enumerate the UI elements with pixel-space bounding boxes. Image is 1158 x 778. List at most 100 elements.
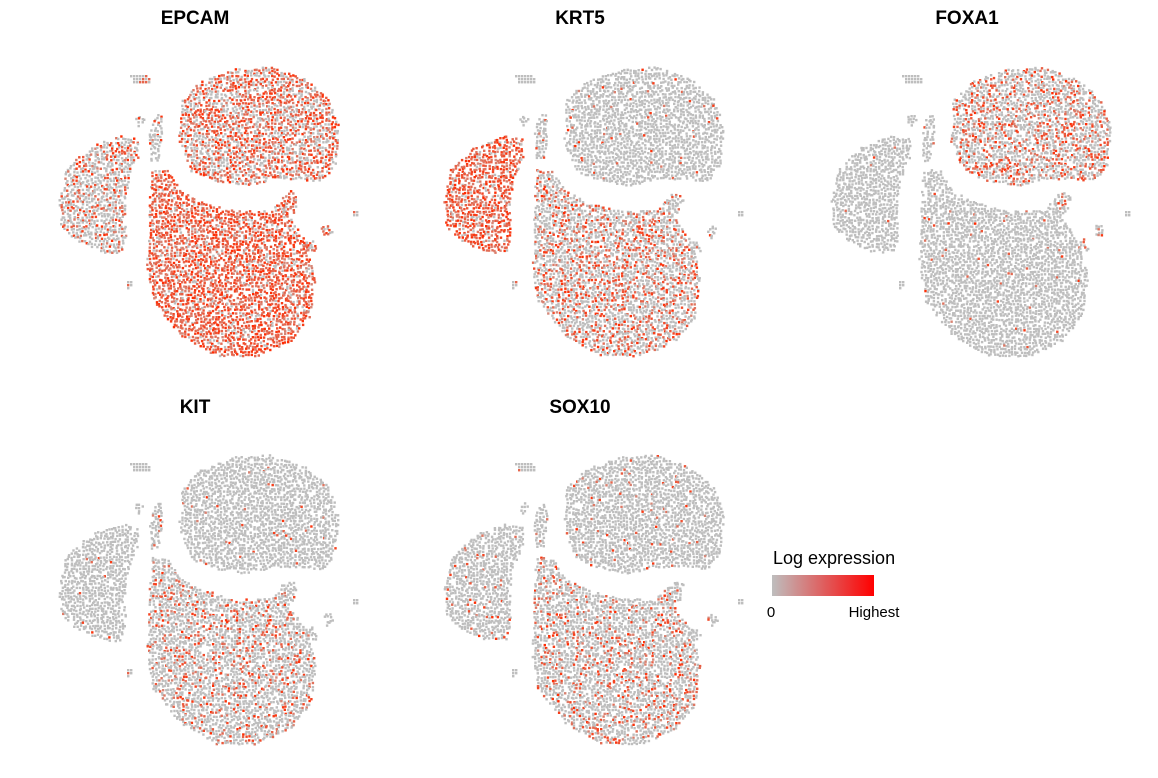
cell-point <box>263 143 265 145</box>
cell-point <box>164 264 166 266</box>
cell-point <box>293 129 295 131</box>
cell-point <box>211 279 213 281</box>
cell-point <box>82 170 84 172</box>
cell-point <box>277 336 279 338</box>
cell-point <box>211 119 213 121</box>
cell-point <box>268 239 270 241</box>
cell-point <box>227 353 229 355</box>
cell-point <box>170 255 172 257</box>
cell-point <box>233 354 235 356</box>
cell-point <box>158 197 160 199</box>
cell-point <box>228 288 230 290</box>
cell-point <box>180 117 182 119</box>
cell-point <box>230 305 232 307</box>
cell-point <box>203 293 205 295</box>
cell-point <box>230 343 232 345</box>
cell-point <box>162 220 164 222</box>
cell-point <box>322 127 324 129</box>
cell-point <box>235 68 237 70</box>
cell-point <box>259 181 261 183</box>
cell-point <box>136 75 138 77</box>
cell-point <box>226 82 228 84</box>
cell-point <box>84 232 86 234</box>
cell-point <box>211 291 213 293</box>
cell-point <box>160 195 162 197</box>
cell-point <box>224 327 226 329</box>
cell-point <box>281 302 283 304</box>
cell-point <box>196 150 198 152</box>
cell-point <box>232 273 234 275</box>
cell-point <box>152 288 154 290</box>
cell-point <box>173 285 175 287</box>
cell-point <box>468 172 470 174</box>
cell-point <box>257 231 259 233</box>
cell-point <box>266 301 268 303</box>
cell-point <box>327 140 329 142</box>
cell-point <box>218 110 220 112</box>
cell-point <box>327 104 329 106</box>
cell-point <box>226 163 228 165</box>
cell-point <box>206 278 208 280</box>
cell-point <box>129 164 131 166</box>
cell-point <box>216 208 218 210</box>
cell-point <box>336 145 338 147</box>
cell-point <box>301 260 303 262</box>
cell-point <box>489 165 491 167</box>
cell-point <box>232 267 234 269</box>
cell-point <box>301 101 303 103</box>
cell-point <box>295 177 297 179</box>
cell-point <box>266 309 268 311</box>
cell-point <box>514 165 516 167</box>
cell-point <box>153 273 155 275</box>
cell-point <box>243 306 245 308</box>
cell-point <box>85 225 87 227</box>
cell-point <box>227 252 229 254</box>
cell-point <box>187 231 189 233</box>
cell-point <box>230 131 232 133</box>
cell-point <box>197 337 199 339</box>
cell-point <box>298 174 300 176</box>
cell-point <box>169 281 171 283</box>
cell-point <box>149 222 151 224</box>
cell-point <box>188 309 190 311</box>
cell-point <box>236 159 238 161</box>
cell-point <box>264 262 266 264</box>
cell-point <box>73 204 75 206</box>
cell-point <box>233 110 235 112</box>
cell-point <box>209 293 211 295</box>
cell-point <box>270 344 272 346</box>
cell-point <box>170 308 172 310</box>
cell-point <box>251 153 253 155</box>
cell-point <box>516 153 518 155</box>
cell-point <box>208 272 210 274</box>
cell-point <box>299 139 301 141</box>
cell-point <box>277 258 279 260</box>
cell-point <box>329 146 331 148</box>
cell-point <box>247 219 249 221</box>
cell-point <box>239 138 241 140</box>
cell-point <box>281 236 283 238</box>
cell-point <box>508 179 510 181</box>
cell-point <box>178 330 180 332</box>
cell-point <box>188 114 190 116</box>
cell-point <box>267 279 269 281</box>
cell-point <box>244 159 246 161</box>
cell-point <box>130 156 132 158</box>
cell-point <box>199 227 201 229</box>
cell-point <box>506 141 508 143</box>
cell-point <box>200 276 202 278</box>
cell-point <box>241 126 243 128</box>
cell-point <box>161 244 163 246</box>
cell-point <box>290 269 292 271</box>
cell-point <box>331 111 333 113</box>
cell-point <box>185 287 187 289</box>
cell-point <box>218 116 220 118</box>
cell-point <box>214 300 216 302</box>
cell-point <box>157 150 159 152</box>
cell-point <box>209 321 211 323</box>
cell-point <box>212 106 214 108</box>
cell-point <box>179 252 181 254</box>
cell-point <box>118 146 120 148</box>
cell-point <box>193 163 195 165</box>
cell-point <box>268 151 270 153</box>
